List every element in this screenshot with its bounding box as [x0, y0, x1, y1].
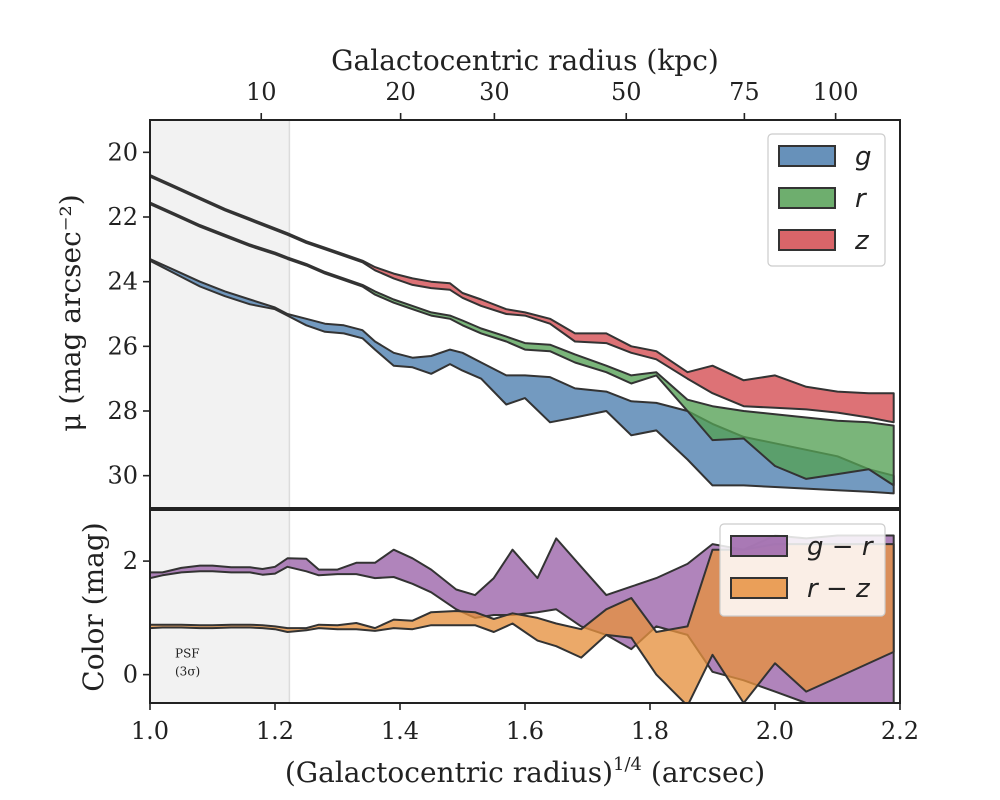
top-x-tick-label: 10: [246, 78, 277, 106]
y-tick-label: 24: [107, 268, 138, 296]
legend-swatch: [730, 535, 788, 557]
legend-label: g: [855, 142, 872, 172]
top-x-tick-label: 30: [479, 78, 510, 106]
band-rz-1: [150, 543, 895, 703]
legend-label: r − z: [807, 574, 871, 604]
psf-region: [150, 120, 290, 508]
x-tick-label: 1.6: [506, 717, 544, 745]
surface-brightness-panel: 20 22 24 26 28 30 grz 10 20 30 50 75 100: [107, 78, 901, 509]
x-tick-label: 2.0: [756, 717, 794, 745]
bottom-y-axis-label: Color (mag): [77, 522, 110, 691]
x-tick-label: 1.4: [381, 717, 419, 745]
y-tick-label: 22: [107, 203, 138, 231]
y-tick-label: 26: [107, 332, 138, 360]
psf-annotation: PSF: [175, 647, 200, 661]
x-axis-label-superscript: 1/4: [613, 754, 642, 775]
band-z-0: [150, 174, 895, 424]
top-x-tick-label: 75: [729, 78, 760, 106]
top-x-tick-label: 20: [385, 78, 416, 106]
legend-swatch: [778, 229, 836, 251]
y-tick-label: 20: [107, 138, 138, 166]
legend-label: g − r: [807, 532, 875, 562]
y-tick-label: 28: [107, 397, 138, 425]
y-tick-label: 2: [123, 547, 138, 575]
y-tick-label: 30: [107, 462, 138, 490]
x-tick-label: 1.2: [256, 717, 294, 745]
legend-label: z: [854, 226, 870, 256]
x-axis-label-base: (Galactocentric radius): [285, 756, 613, 789]
psf-annotation-sigma: (3σ): [175, 665, 200, 679]
plot-frame: [149, 119, 901, 509]
band-r-0: [150, 201, 895, 487]
y-tick-label: 0: [123, 661, 138, 689]
x-tick-label: 2.2: [881, 717, 919, 745]
legend-swatch: [730, 577, 788, 599]
legend-label: r: [855, 184, 868, 214]
axis-labels: Galactocentric radius (kpc) μ (mag arcse…: [54, 44, 765, 789]
legend-swatch: [778, 187, 836, 209]
color-panel: 0 2 g − r r − z 1.0 1.2 1.4 1.6 1.8 2.0 2.2 PSF (3σ): [123, 509, 919, 745]
top-y-axis-label: μ (mag arcsec⁻²): [54, 194, 87, 431]
x-axis-label: (Galactocentric radius)1/4 (arcsec): [285, 754, 765, 789]
top-x-tick-label: 100: [813, 78, 859, 106]
x-tick-label: 1.8: [631, 717, 669, 745]
psf-region: [150, 510, 290, 703]
x-tick-label: 1.0: [131, 717, 169, 745]
top-axis-label: Galactocentric radius (kpc): [331, 44, 719, 77]
legend-swatch: [778, 145, 836, 167]
x-axis-label-tail: (arcsec): [642, 756, 765, 789]
top-x-tick-label: 50: [611, 78, 642, 106]
